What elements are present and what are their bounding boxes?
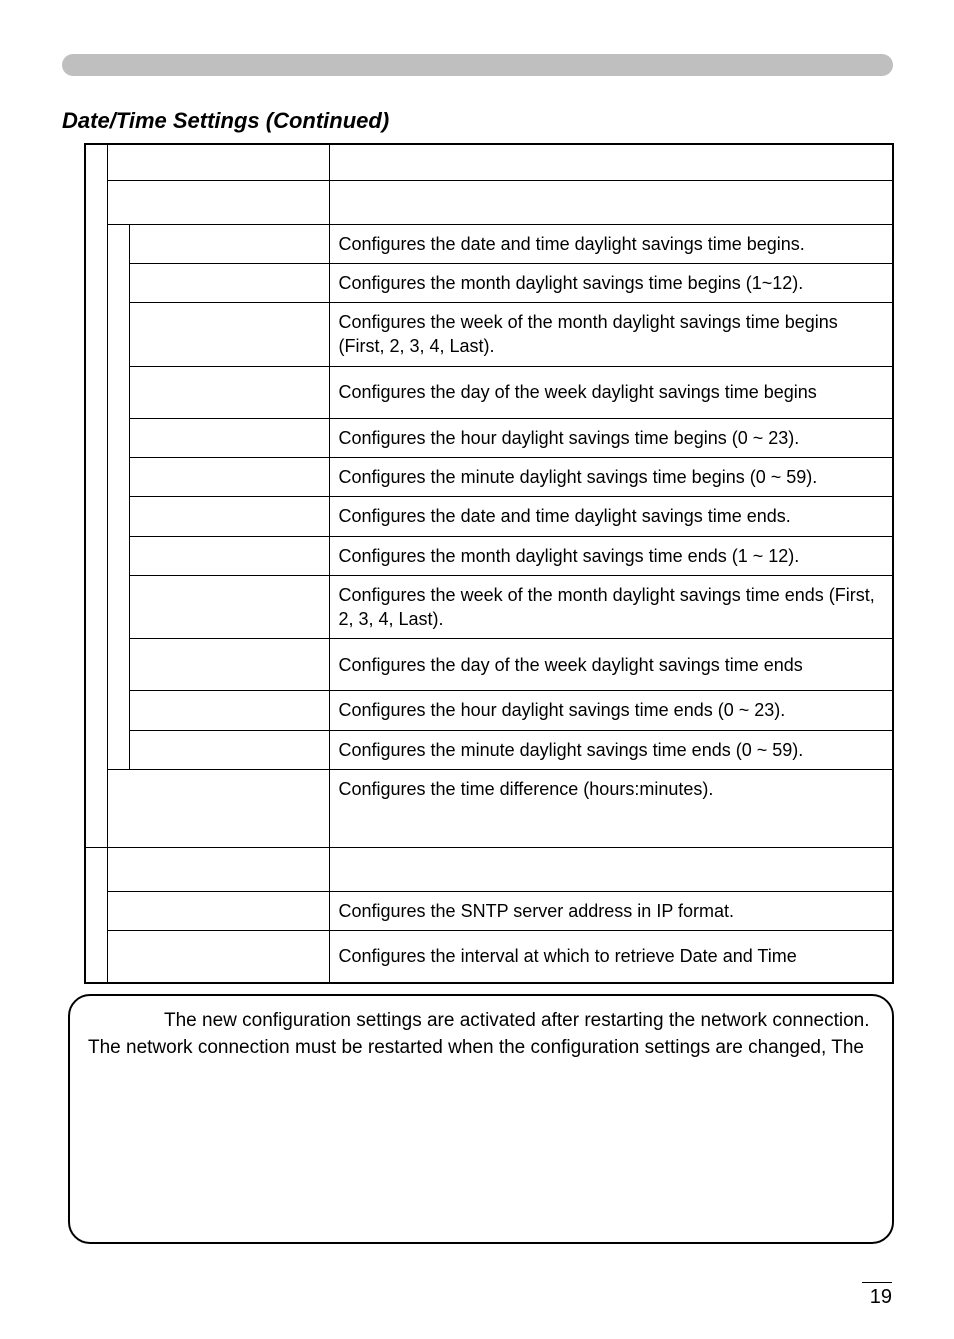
settings-table: Configures the date and time daylight sa… [84,143,894,984]
cell-desc: Configures the SNTP server address in IP… [329,892,893,931]
page-number: 19 [862,1282,892,1309]
table-row: Configures the hour daylight savings tim… [85,691,893,730]
cell-desc: Configures the hour daylight savings tim… [329,691,893,730]
note-text-1: The new configuration settings are activ… [164,1010,870,1031]
table-row: Configures the minute daylight savings t… [85,730,893,769]
table-row: Configures the week of the month dayligh… [85,575,893,639]
table-row: Configures the interval at which to retr… [85,931,893,983]
cell-desc: Configures the week of the month dayligh… [329,575,893,639]
table-row: Configures the month daylight savings ti… [85,536,893,575]
table-row: Configures the week of the month dayligh… [85,303,893,367]
header-row-3 [85,848,893,892]
table-row: Configures the date and time daylight sa… [85,224,893,263]
note-text-2: The network connection must be restarted… [88,1035,874,1062]
cell-desc: Configures the interval at which to retr… [329,931,893,983]
cell-desc: Configures the day of the week daylight … [329,366,893,418]
cell-desc: Configures the month daylight savings ti… [329,536,893,575]
table-row: Configures the minute daylight savings t… [85,457,893,496]
table-row: Configures the day of the week daylight … [85,639,893,691]
table-row: Configures the hour daylight savings tim… [85,418,893,457]
header-row-1 [85,144,893,180]
header-bar [62,54,893,76]
cell-desc: Configures the date and time daylight sa… [329,497,893,536]
cell-desc: Configures the time difference (hours:mi… [329,770,893,848]
table-row: Configures the day of the week daylight … [85,366,893,418]
cell-desc: Configures the minute daylight savings t… [329,457,893,496]
cell-desc: Configures the minute daylight savings t… [329,730,893,769]
note-box: The new configuration settings are activ… [68,994,894,1244]
cell-desc: Configures the day of the week daylight … [329,639,893,691]
table-row: Configures the time difference (hours:mi… [85,770,893,848]
cell-desc: Configures the hour daylight savings tim… [329,418,893,457]
section-title: Date/Time Settings (Continued) [62,108,389,134]
table-row: Configures the SNTP server address in IP… [85,892,893,931]
cell-desc: Configures the week of the month dayligh… [329,303,893,367]
cell-desc: Configures the month daylight savings ti… [329,263,893,302]
header-row-2 [85,180,893,224]
cell-desc: Configures the date and time daylight sa… [329,224,893,263]
table-row: Configures the date and time daylight sa… [85,497,893,536]
table-row: Configures the month daylight savings ti… [85,263,893,302]
